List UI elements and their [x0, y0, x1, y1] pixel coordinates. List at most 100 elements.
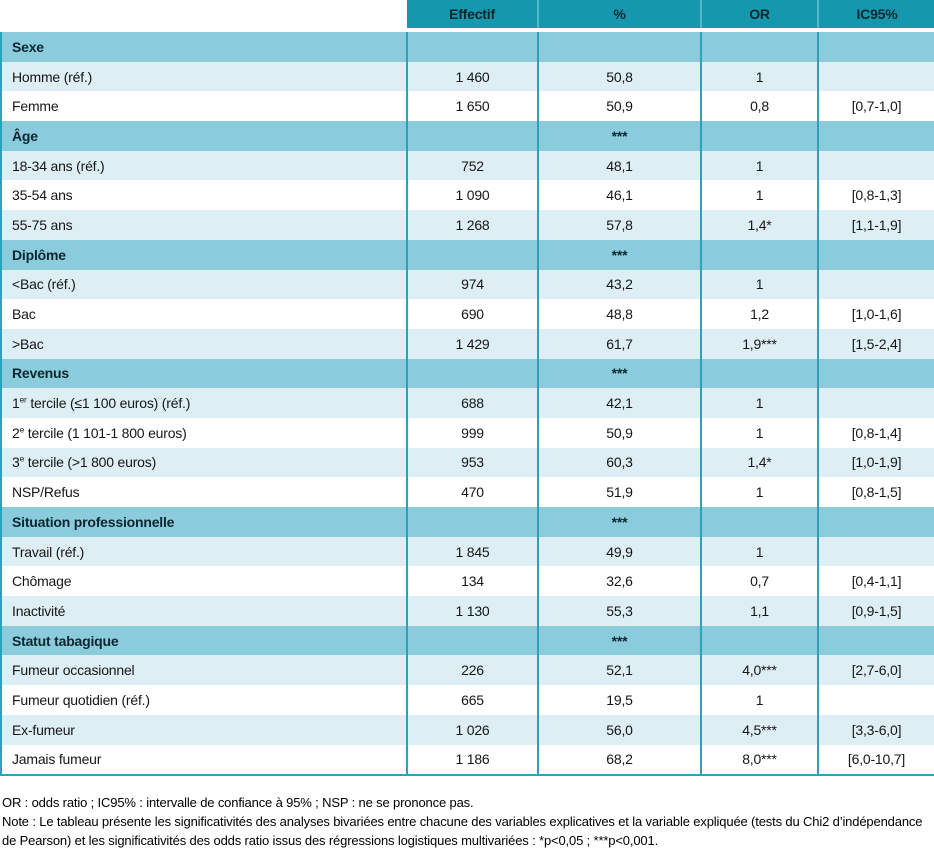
- cell-effectif: 134: [406, 566, 538, 597]
- footnote-methodology: Note : Le tableau présente les significa…: [2, 814, 923, 849]
- cell-or: 1,4*: [700, 447, 818, 478]
- column-header-or: OR: [700, 0, 818, 32]
- cell-effectif: [406, 625, 538, 656]
- cell-label: 35-54 ans: [0, 180, 407, 211]
- cell-label: 3e tercile (>1 800 euros): [0, 447, 407, 478]
- cell-pct: 32,6: [537, 566, 701, 597]
- footnote-abbreviations: OR : odds ratio ; IC95% : intervalle de …: [2, 795, 474, 811]
- cell-pct: 60,3: [537, 447, 701, 478]
- cell-pct: 55,3: [537, 596, 701, 626]
- cell-ic95: [6,0-10,7]: [817, 744, 934, 777]
- cell-or: 1,2: [700, 299, 818, 329]
- cell-pct: 52,1: [537, 655, 701, 686]
- cell-effectif: 1 845: [406, 536, 538, 567]
- cell-or: [700, 30, 818, 62]
- cell-or: 1,9***: [700, 328, 818, 359]
- footnotes: OR : odds ratio ; IC95% : intervalle de …: [2, 793, 934, 850]
- cell-effectif: 690: [406, 299, 538, 329]
- cell-ic95: [817, 239, 934, 270]
- section-row: Revenus ***: [0, 358, 934, 389]
- table-row: Bac 690 48,8 1,2 [1,0-1,6]: [0, 299, 934, 329]
- cell-or: [700, 507, 818, 537]
- column-header-ic95: IC95%: [817, 0, 934, 32]
- cell-label: Inactivité: [0, 596, 407, 626]
- section-label: Statut tabagique: [0, 625, 407, 656]
- cell-label: Chômage: [0, 566, 407, 597]
- cell-ic95: [1,0-1,6]: [817, 299, 934, 329]
- cell-ic95: [0,8-1,3]: [817, 180, 934, 211]
- cell-effectif: [406, 121, 538, 151]
- table-row: 2e tercile (1 101-1 800 euros) 999 50,9 1 [0…: [0, 417, 934, 448]
- cell-ic95: [2,7-6,0]: [817, 655, 934, 686]
- table-row: 18-34 ans (réf.) 752 48,1 1: [0, 150, 934, 181]
- cell-ic95: [817, 150, 934, 181]
- cell-or: 0,7: [700, 566, 818, 597]
- cell-ic95: [1,5-2,4]: [817, 328, 934, 359]
- cell-or: [700, 239, 818, 270]
- cell-pct-significance: ***: [537, 239, 701, 270]
- cell-pct: 57,8: [537, 210, 701, 240]
- table-row: Homme (réf.) 1 460 50,8 1: [0, 61, 934, 92]
- column-header-effectif: Effectif: [407, 0, 538, 32]
- section-row: Statut tabagique ***: [0, 625, 934, 656]
- cell-ic95: [817, 358, 934, 389]
- table-row: Femme 1 650 50,9 0,8 [0,7-1,0]: [0, 91, 934, 122]
- cell-or: 1: [700, 269, 818, 300]
- section-row: Sexe: [0, 30, 934, 62]
- cell-ic95: [817, 507, 934, 537]
- table-row: Ex-fumeur 1 026 56,0 4,5*** [3,3-6,0]: [0, 714, 934, 745]
- cell-effectif: 470: [406, 477, 538, 507]
- cell-label: Femme: [0, 91, 407, 122]
- cell-label: Ex-fumeur: [0, 714, 407, 745]
- cell-label: Travail (réf.): [0, 536, 407, 567]
- cell-ic95: [0,8-1,5]: [817, 477, 934, 507]
- cell-ic95: [817, 61, 934, 92]
- cell-effectif: 1 186: [406, 744, 538, 777]
- cell-pct: 51,9: [537, 477, 701, 507]
- cell-effectif: 665: [406, 685, 538, 715]
- cell-ic95: [1,1-1,9]: [817, 210, 934, 240]
- cell-ic95: [0,7-1,0]: [817, 91, 934, 122]
- cell-or: 1,4*: [700, 210, 818, 240]
- cell-effectif: [406, 239, 538, 270]
- cell-ic95: [817, 269, 934, 300]
- cell-pct: 49,9: [537, 536, 701, 567]
- cell-effectif: 1 026: [406, 714, 538, 745]
- cell-ic95: [0,9-1,5]: [817, 596, 934, 626]
- cell-label: 2e tercile (1 101-1 800 euros): [0, 417, 407, 448]
- cell-pct: 42,1: [537, 388, 701, 418]
- cell-or: 1: [700, 388, 818, 418]
- cell-label: 1er tercile (≤1 100 euros) (réf.): [0, 388, 407, 418]
- cell-pct-significance: ***: [537, 358, 701, 389]
- cell-label: Bac: [0, 299, 407, 329]
- cell-pct-significance: ***: [537, 121, 701, 151]
- cell-pct: 56,0: [537, 714, 701, 745]
- cell-or: [700, 625, 818, 656]
- cell-effectif: 1 268: [406, 210, 538, 240]
- cell-ic95: [817, 121, 934, 151]
- table-row: 3e tercile (>1 800 euros) 953 60,3 1,4* [1,0…: [0, 447, 934, 478]
- cell-effectif: 1 130: [406, 596, 538, 626]
- cell-or: 1: [700, 180, 818, 211]
- cell-effectif: [406, 507, 538, 537]
- bivariate-analysis-table: Effectif % OR IC95% Sexe Homme (réf.) 1 46…: [0, 0, 934, 777]
- cell-effectif: 974: [406, 269, 538, 300]
- section-label: Situation professionnelle: [0, 507, 407, 537]
- table-row: Chômage 134 32,6 0,7 [0,4-1,1]: [0, 566, 934, 597]
- table-row: Jamais fumeur 1 186 68,2 8,0*** [6,0-10,7]: [0, 744, 934, 777]
- cell-or: 4,0***: [700, 655, 818, 686]
- section-label: Sexe: [0, 30, 407, 62]
- table-row: Travail (réf.) 1 845 49,9 1: [0, 536, 934, 567]
- cell-or: 1: [700, 477, 818, 507]
- cell-pct: 68,2: [537, 744, 701, 777]
- table-row: NSP/Refus 470 51,9 1 [0,8-1,5]: [0, 477, 934, 507]
- cell-or: 1: [700, 417, 818, 448]
- cell-pct: 50,9: [537, 417, 701, 448]
- cell-label: <Bac (réf.): [0, 269, 407, 300]
- cell-label: 18-34 ans (réf.): [0, 150, 407, 181]
- table-row: >Bac 1 429 61,7 1,9*** [1,5-2,4]: [0, 328, 934, 359]
- cell-or: 0,8: [700, 91, 818, 122]
- cell-effectif: [406, 358, 538, 389]
- cell-effectif: 999: [406, 417, 538, 448]
